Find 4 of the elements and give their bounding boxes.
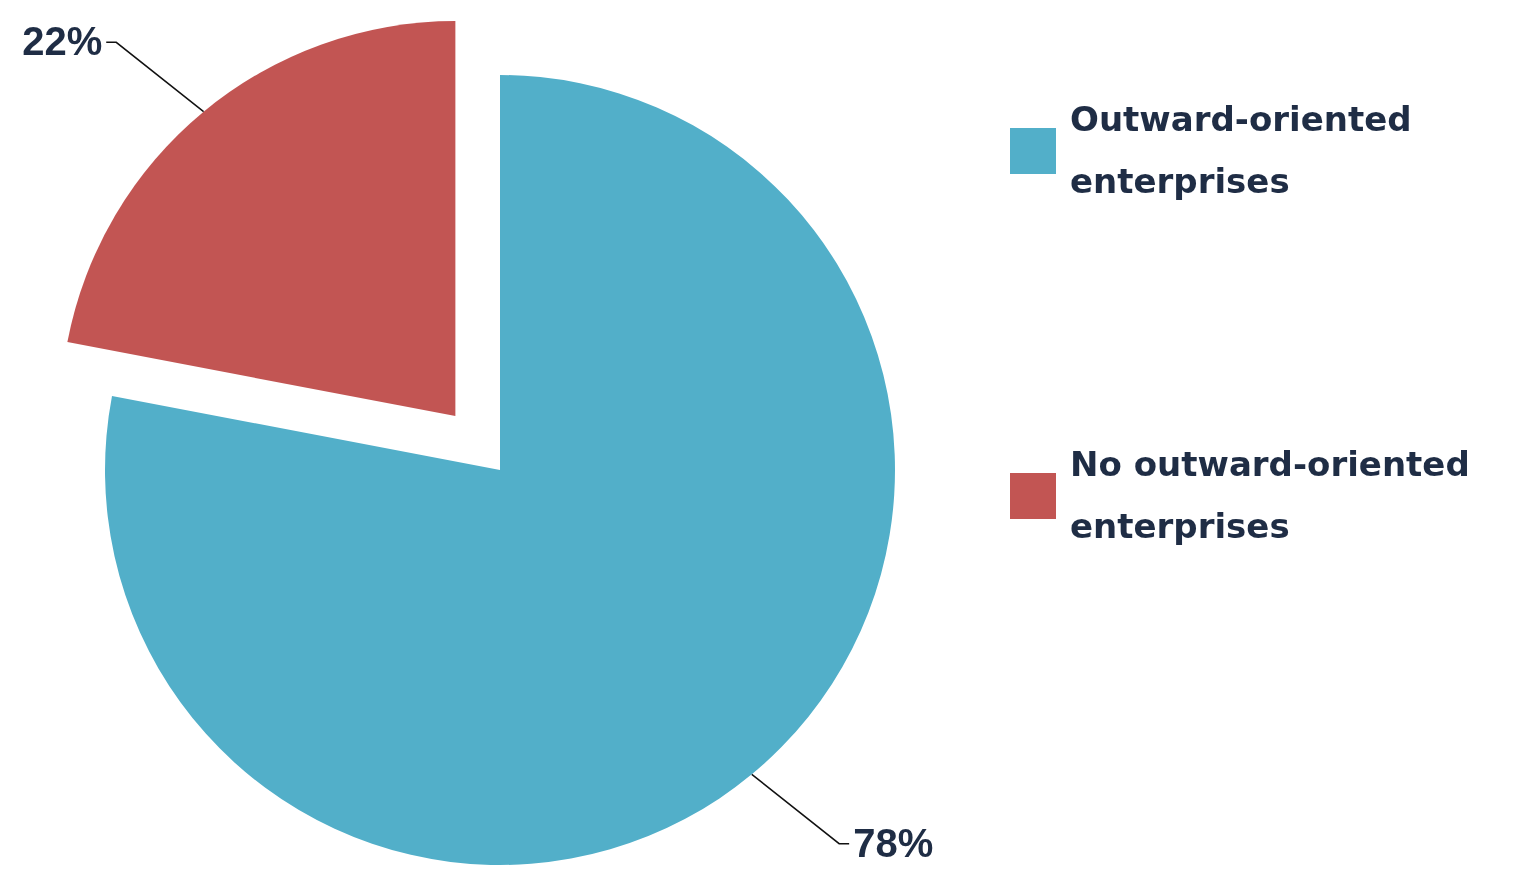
data-label: 78%: [853, 820, 934, 865]
legend-label: No outward-oriented enterprises: [1070, 444, 1470, 546]
legend-label: Outward-oriented enterprises: [1070, 99, 1412, 201]
data-label: 22%: [22, 19, 103, 64]
